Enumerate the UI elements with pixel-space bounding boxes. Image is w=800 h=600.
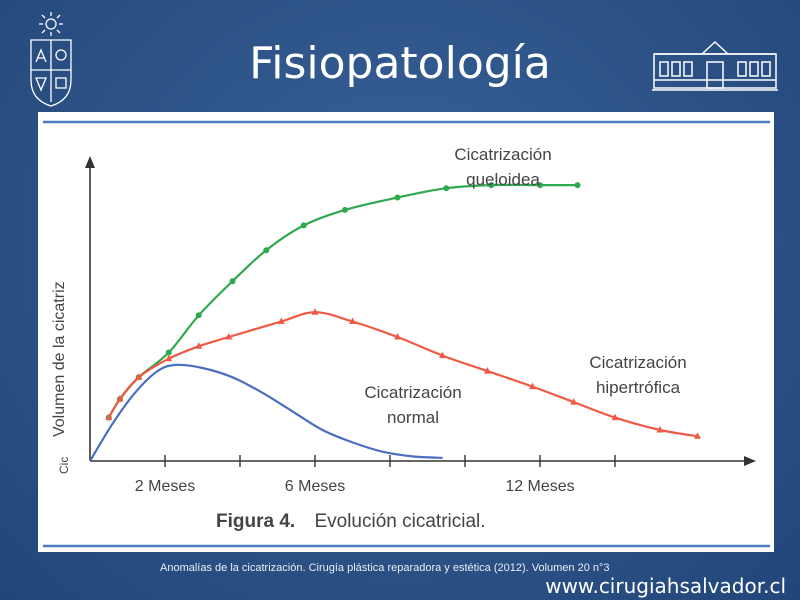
data-point	[135, 373, 143, 380]
chart-panel: 2 Meses 6 Meses 12 Meses Cicatrización quel…	[38, 112, 774, 552]
data-point	[349, 317, 356, 324]
series-group	[89, 182, 701, 462]
y-axis-label: Volumen de la cicatriz	[51, 281, 68, 437]
data-point	[394, 194, 401, 201]
hospital-building-icon	[652, 40, 778, 91]
university-crest-icon	[30, 12, 72, 107]
series-line	[89, 363, 443, 462]
website-url[interactable]: www.cirugiahsalvador.cl	[545, 574, 786, 598]
data-point	[311, 308, 319, 315]
data-point	[574, 182, 581, 189]
data-point	[611, 413, 619, 421]
data-point	[694, 432, 701, 439]
data-point	[529, 382, 536, 390]
data-point	[488, 182, 495, 189]
figure-caption: Figura 4. Evolución cicatricial.	[216, 511, 486, 532]
x-axis-arrow-icon	[744, 456, 756, 466]
chart-axes	[85, 156, 756, 466]
data-point	[225, 333, 233, 340]
data-point	[656, 426, 664, 433]
x-tick-label: 12 Meses	[505, 478, 574, 495]
data-point	[570, 398, 578, 405]
data-point	[342, 206, 348, 213]
x-axis-ticks: 2 Meses 6 Meses 12 Meses	[135, 455, 616, 495]
data-point	[195, 312, 202, 319]
caption-prefix: Figura 4.	[216, 511, 295, 532]
origin-label: Cic	[57, 457, 71, 474]
scar-evolution-chart: 2 Meses 6 Meses 12 Meses Cicatrización quel…	[43, 120, 770, 548]
data-point	[263, 247, 270, 254]
series-line	[107, 183, 578, 419]
caption-text: Evolución cicatricial.	[314, 511, 485, 532]
x-tick-label: 6 Meses	[285, 478, 345, 495]
series-label: Cicatrización queloidea	[454, 145, 551, 189]
data-point	[229, 278, 236, 285]
slide-title: Fisiopatología	[249, 38, 551, 89]
x-tick-label: 2 Meses	[135, 478, 195, 495]
data-point	[394, 333, 401, 340]
data-point	[195, 342, 203, 349]
series-label: Cicatrización normal	[364, 383, 461, 427]
data-point	[439, 351, 446, 359]
data-point	[300, 222, 307, 229]
data-point	[165, 349, 172, 356]
source-citation: Anomalías de la cicatrización. Cirugía p…	[160, 562, 610, 574]
data-point	[537, 182, 543, 189]
data-point	[443, 185, 450, 192]
data-point	[105, 413, 113, 421]
y-axis-arrow-icon	[85, 156, 95, 168]
data-point	[116, 395, 124, 402]
series-labels: Cicatrización queloidea Cicatrización hiper…	[364, 145, 686, 427]
series-label: Cicatrización hipertrófica	[589, 353, 686, 397]
data-point	[277, 317, 285, 324]
data-point	[484, 367, 491, 374]
data-point	[165, 354, 173, 362]
